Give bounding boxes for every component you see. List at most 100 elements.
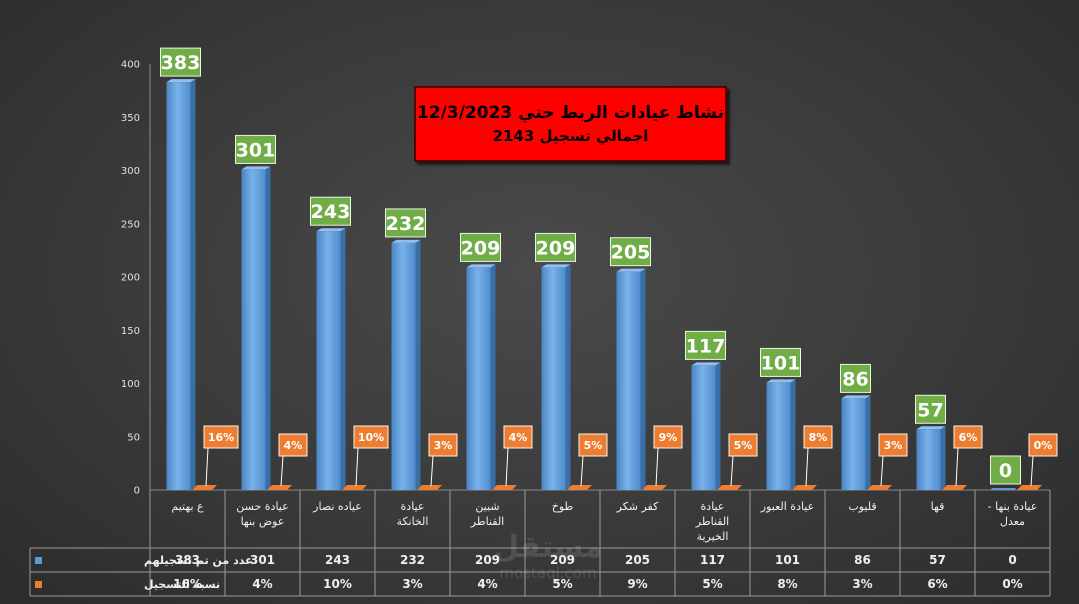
table-cell: 57 <box>929 553 946 567</box>
pct-label: 10% <box>358 431 384 444</box>
pct-label: 8% <box>809 431 828 444</box>
table-cell: 205 <box>625 553 650 567</box>
bar-top <box>616 268 646 272</box>
y-tick-label: 50 <box>127 432 140 443</box>
bar <box>316 231 341 490</box>
bar-top <box>841 395 871 399</box>
table-cell: 3% <box>852 577 872 591</box>
legend-swatch <box>35 581 42 588</box>
bar-top <box>166 79 196 83</box>
pct-leader-line <box>880 455 884 487</box>
table-cell: 5% <box>702 577 722 591</box>
y-tick-label: 250 <box>121 219 140 230</box>
pct-label: 4% <box>509 431 528 444</box>
table-cell: 4% <box>477 577 497 591</box>
table-cell: 10% <box>323 577 352 591</box>
table-cell: 301 <box>250 553 275 567</box>
pct-marker <box>1017 485 1042 490</box>
category-label: عيادة بنها - <box>988 500 1038 513</box>
bar-side <box>865 395 871 490</box>
pct-marker <box>492 485 517 490</box>
category-label: عوض بنها <box>241 515 285 528</box>
value-label: 101 <box>761 352 801 374</box>
category-label: القناطر <box>695 515 729 528</box>
pct-label-box <box>953 425 983 449</box>
pct-label-box <box>728 433 758 457</box>
category-label: كفر شكر <box>616 500 659 513</box>
table-cell: 232 <box>400 553 425 567</box>
value-label: 117 <box>686 335 726 357</box>
bar <box>616 271 641 490</box>
table-cell: 209 <box>475 553 500 567</box>
pct-label: 6% <box>959 431 978 444</box>
value-label: 86 <box>842 368 868 390</box>
pct-label: 3% <box>434 439 453 452</box>
pct-leader-line <box>430 455 434 487</box>
category-label: الخانكة <box>397 515 429 528</box>
bar-top <box>316 228 346 232</box>
table-cell: 209 <box>550 553 575 567</box>
bar-side <box>265 166 271 490</box>
table-cell: 101 <box>775 553 800 567</box>
value-label-box <box>685 330 726 360</box>
pct-label-box <box>353 425 389 449</box>
chart-subtitle: اجمالي تسجيل 2143 <box>492 127 649 145</box>
pct-marker <box>642 485 667 490</box>
pct-label: 4% <box>284 439 303 452</box>
bar <box>691 365 716 490</box>
y-tick-label: 100 <box>121 379 140 390</box>
value-label: 0 <box>999 460 1012 482</box>
value-label-box <box>760 347 801 377</box>
category-label: قها <box>931 500 945 513</box>
table-cell: 8% <box>777 577 797 591</box>
table-cell: 5% <box>552 577 572 591</box>
legend-label: عدد من تم تسجيلهم <box>144 554 253 567</box>
category-label: طوخ <box>552 500 574 513</box>
bar <box>541 267 566 490</box>
pct-leader-line <box>655 447 659 487</box>
pct-marker <box>342 485 367 490</box>
pct-label-box <box>653 425 683 449</box>
bar-top <box>766 379 796 383</box>
category-label: ع بهتيم <box>171 500 204 513</box>
legend-label: نسبة التسجيل <box>144 578 220 591</box>
table-cell: 243 <box>325 553 350 567</box>
value-label: 205 <box>611 242 651 264</box>
bar-side <box>415 239 421 490</box>
value-label-box <box>840 363 871 393</box>
table-cell: 383 <box>175 553 200 567</box>
value-label: 57 <box>917 399 943 421</box>
bar-top <box>916 426 946 430</box>
y-tick-label: 200 <box>121 273 140 284</box>
value-label-box <box>915 394 946 424</box>
category-label: معدل <box>1000 515 1025 528</box>
y-tick-label: 400 <box>121 60 140 71</box>
value-label-box <box>160 47 201 77</box>
bar-top <box>391 239 421 243</box>
y-tick-label: 350 <box>121 113 140 124</box>
bar <box>466 267 491 490</box>
table-cell: 86 <box>854 553 871 567</box>
bar <box>166 82 191 490</box>
table-cell: 16% <box>173 577 202 591</box>
chart-title-box: نشاط عيادات الربط حتي 12/3/2023 اجمالي ت… <box>414 86 727 162</box>
category-label: عيادة <box>701 500 725 513</box>
pct-marker <box>267 485 292 490</box>
category-label: عياده نصار <box>312 500 362 513</box>
pct-leader-line <box>205 447 209 487</box>
pct-label-box <box>578 433 608 457</box>
pct-leader-line <box>355 447 359 487</box>
value-label-box <box>460 232 501 262</box>
value-label: 383 <box>161 52 201 74</box>
bar-side <box>190 79 196 490</box>
bar-side <box>790 379 796 490</box>
bar-top <box>541 264 571 268</box>
bar <box>766 382 791 490</box>
bar-side <box>640 268 646 490</box>
table-cell: 9% <box>627 577 647 591</box>
bar <box>916 429 941 490</box>
legend-swatch <box>35 557 42 564</box>
pct-marker <box>717 485 742 490</box>
bar <box>241 169 266 490</box>
chart-title: نشاط عيادات الربط حتي 12/3/2023 <box>417 103 724 123</box>
